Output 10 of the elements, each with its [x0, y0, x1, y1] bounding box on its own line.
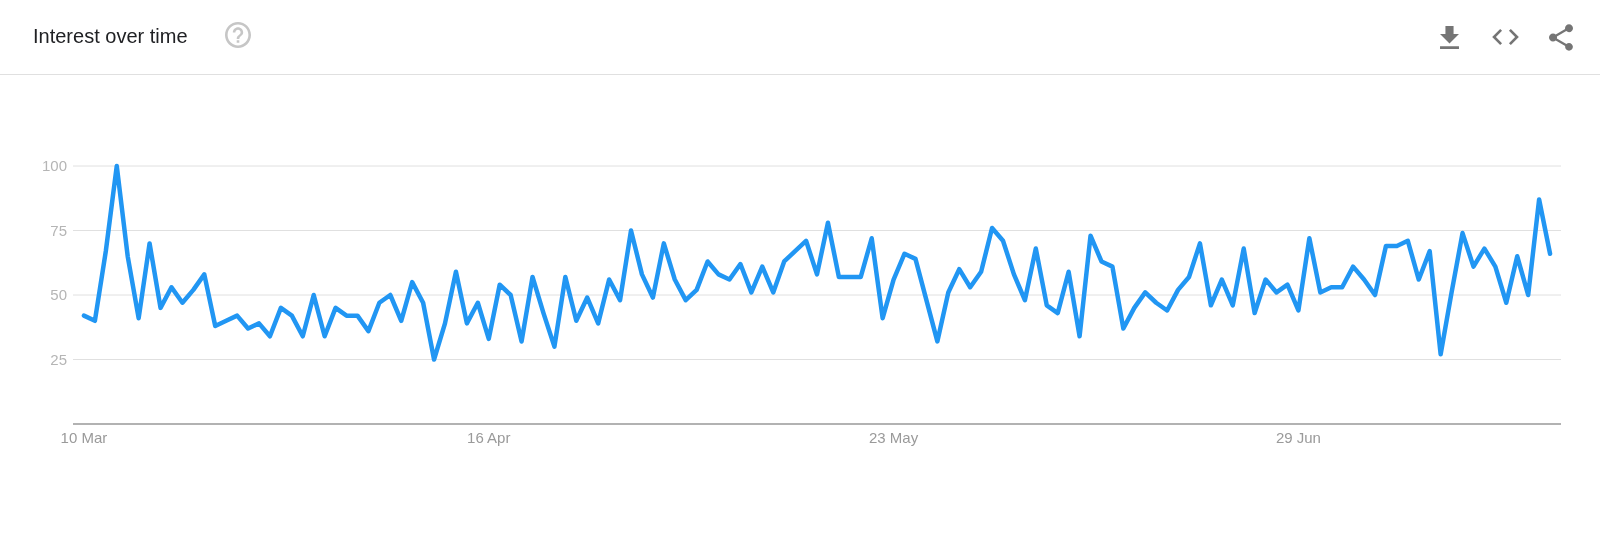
y-tick-label: 100 [41, 157, 67, 175]
chart-title: Interest over time [33, 24, 188, 49]
x-tick-label: 23 May [868, 428, 919, 446]
y-tick-label: 75 [50, 221, 67, 239]
line-series [81, 163, 1553, 362]
x-tick-label: 16 Apr [467, 428, 511, 446]
y-tick-label: 50 [50, 286, 67, 304]
x-tick-label: 29 Jun [1275, 428, 1321, 446]
x-tick-label: 10 Mar [60, 428, 108, 446]
y-tick-label: 25 [50, 350, 67, 368]
